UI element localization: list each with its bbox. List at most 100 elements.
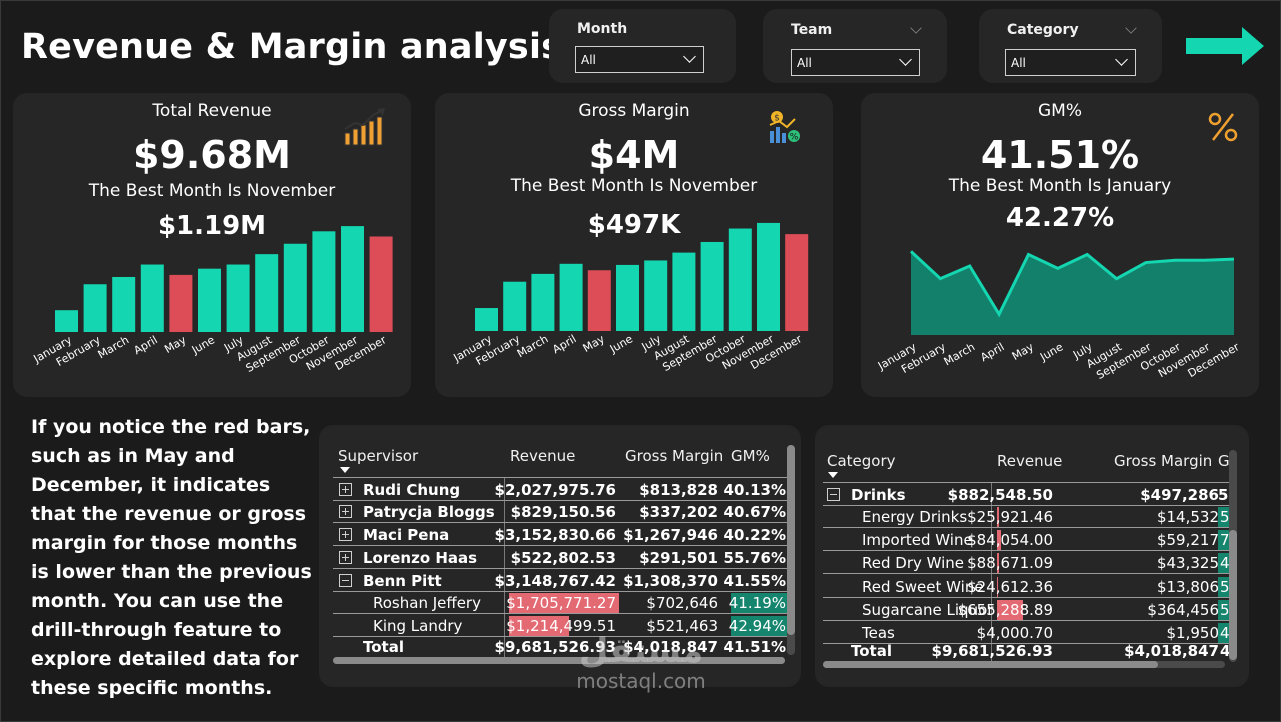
table-row[interactable]: Teas $4,000.70 $1,950 4: [823, 622, 1230, 644]
bar-august[interactable]: [672, 252, 696, 331]
scrollbar-thumb[interactable]: [333, 657, 785, 664]
supervisor-name: Maci Pena: [363, 526, 450, 544]
bar-june[interactable]: [616, 264, 639, 331]
table-row[interactable]: Red Dry Wine $88,671.09 $43,325 4: [823, 552, 1230, 574]
horizontal-scrollbar[interactable]: [823, 661, 1225, 668]
collapse-icon[interactable]: [827, 488, 840, 501]
table-row[interactable]: Lorenzo Haas $522,802.53 $291,501 55.76%: [333, 547, 788, 569]
column-divider: [504, 477, 505, 657]
red-bars-note: If you notice the red bars, such as in M…: [31, 416, 312, 699]
table-row[interactable]: Energy Drinks $25,921.46 $14,532 5: [823, 506, 1230, 528]
bar-january[interactable]: [55, 310, 78, 332]
bar-august[interactable]: [255, 254, 279, 332]
bar-november[interactable]: [757, 222, 780, 331]
supervisor-name: Lorenzo Haas: [363, 549, 478, 567]
scrollbar-thumb[interactable]: [823, 661, 1158, 668]
gm-cell: 42.94%: [728, 617, 786, 635]
month-dropdown[interactable]: All: [575, 46, 704, 73]
team-dropdown[interactable]: All: [791, 49, 920, 76]
table-row[interactable]: Imported Wine $84,054.00 $59,217 7: [823, 529, 1230, 551]
bar-february[interactable]: [83, 284, 107, 332]
chevron-down-icon[interactable]: [910, 22, 922, 34]
collapse-icon[interactable]: [339, 574, 352, 587]
x-tick-label: April: [132, 333, 160, 357]
table-row[interactable]: Rudi Chung $2,027,975.76 $813,828 40.13%: [333, 479, 788, 501]
revenue-cell: $4,000.70: [976, 624, 1053, 642]
bar-september[interactable]: [283, 243, 307, 332]
table-row[interactable]: Patrycja Bloggs $829,150.56 $337,202 40.67%: [333, 501, 788, 523]
table-row[interactable]: Sugarcane Liquor $655,288.89 $364,456 5: [823, 599, 1230, 621]
revenue-cell: $3,148,767.42: [494, 572, 616, 590]
gm-databar: [1218, 553, 1229, 573]
category-slicer-label: Category: [1007, 22, 1079, 38]
group-row-drinks[interactable]: Drinks $882,548.50 $497,286 5(: [823, 484, 1235, 506]
gm-databar: [731, 593, 787, 613]
header-gross-margin[interactable]: Gross Margin: [625, 447, 724, 465]
gm-databar: [1218, 507, 1229, 527]
bar-march[interactable]: [112, 276, 136, 332]
gm-cell: 7: [1220, 531, 1230, 549]
header-gm-percent[interactable]: G: [1218, 452, 1230, 470]
expand-icon[interactable]: [339, 528, 352, 541]
table-row[interactable]: Roshan Jeffery $1,705,771.27 $702,646 41.19…: [333, 592, 788, 614]
watermark-latin: mostaql.com: [576, 669, 706, 693]
bar-may[interactable]: [587, 270, 611, 331]
chevron-down-icon[interactable]: [1125, 22, 1137, 34]
total-margin: $4,018,847: [1124, 642, 1219, 660]
revenue-cell: $829,150.56: [510, 503, 616, 521]
supervisor-matrix: Supervisor Revenue Gross Margin GM% Rudi…: [319, 425, 801, 687]
total-gm: 4: [1220, 642, 1231, 660]
gm-databar: [1218, 623, 1229, 643]
gross-margin-card: Gross Margin $4M The Best Month Is Novem…: [435, 93, 833, 397]
total-revenue: $9,681,526.93: [494, 638, 616, 656]
vertical-scrollbar[interactable]: [787, 445, 795, 655]
bar-may[interactable]: [169, 274, 193, 332]
revenue-databar: [509, 616, 569, 636]
supervisor-name: Patrycja Bloggs: [363, 503, 495, 521]
x-tick-label: March: [515, 332, 551, 360]
gm-line[interactable]: [909, 250, 1235, 318]
margin-cell: $291,501: [639, 549, 718, 567]
revenue-databar: [997, 600, 1023, 620]
header-revenue[interactable]: Revenue: [997, 452, 1063, 470]
bar-november[interactable]: [341, 226, 364, 332]
bar-october[interactable]: [312, 231, 336, 332]
chevron-down-icon: [1115, 53, 1128, 66]
scrollbar-thumb[interactable]: [787, 445, 795, 635]
category-dropdown[interactable]: All: [1005, 49, 1136, 76]
horizontal-scrollbar[interactable]: [333, 657, 785, 664]
gm-cell: 5: [1220, 601, 1230, 619]
bar-september[interactable]: [700, 241, 724, 331]
bar-december[interactable]: [369, 236, 393, 332]
bar-april[interactable]: [140, 264, 164, 332]
bar-december[interactable]: [785, 234, 809, 331]
table-row[interactable]: Maci Pena $3,152,830.66 $1,267,946 40.22%: [333, 524, 788, 546]
header-category[interactable]: Category: [827, 452, 896, 470]
header-supervisor[interactable]: Supervisor: [338, 447, 419, 465]
bar-february[interactable]: [503, 281, 527, 331]
header-gross-margin[interactable]: Gross Margin: [1114, 452, 1213, 470]
scrollbar-thumb[interactable]: [1229, 530, 1237, 660]
expand-icon[interactable]: [339, 551, 352, 564]
table-row[interactable]: Benn Pitt $3,148,767.42 $1,308,370 41.55%: [333, 570, 788, 592]
vertical-scrollbar[interactable]: [1229, 450, 1237, 662]
bar-march[interactable]: [531, 273, 555, 331]
table-row[interactable]: Red Sweet Wine $24,612.36 $13,806 5: [823, 576, 1230, 598]
bar-january[interactable]: [475, 308, 498, 331]
x-tick-label: June: [1037, 340, 1065, 364]
header-revenue[interactable]: Revenue: [510, 447, 576, 465]
table-row[interactable]: King Landry $1,214,499.51 $521,463 42.94%: [333, 615, 788, 637]
bar-june[interactable]: [198, 268, 221, 332]
gm-cell: 55.76%: [723, 549, 786, 567]
bar-july[interactable]: [644, 260, 668, 331]
header-gm-percent[interactable]: GM%: [731, 447, 770, 465]
expand-icon[interactable]: [339, 483, 352, 496]
bar-october[interactable]: [728, 228, 752, 331]
bar-april[interactable]: [559, 263, 583, 331]
bar-july[interactable]: [226, 264, 250, 332]
expand-icon[interactable]: [339, 505, 352, 518]
revenue-cell: $24,612.36: [967, 578, 1053, 596]
total-revenue-card: Total Revenue $9.68M The Best Month Is N…: [13, 93, 411, 397]
category-name: Energy Drinks: [862, 508, 968, 526]
next-page-arrow-icon[interactable]: [1186, 27, 1264, 65]
